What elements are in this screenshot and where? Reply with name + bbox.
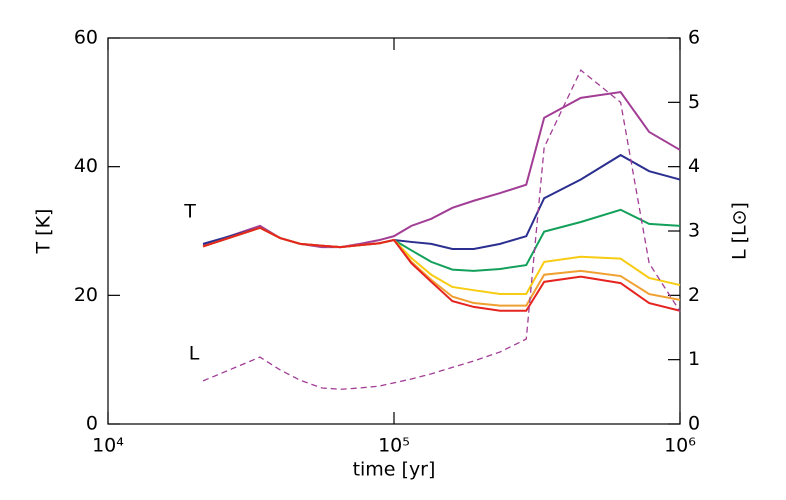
x-tick-label: 10⁴ [92,435,124,457]
y-tick-label: 40 [74,155,98,177]
y-tick-label: 0 [86,413,98,435]
y2-tick-label: 1 [688,348,700,370]
y2-tick-label: 4 [688,155,700,177]
y2-tick-label: 5 [688,91,700,113]
y2-tick-label: 6 [688,27,700,49]
annotation: L [189,343,200,365]
y2-axis-label: L [L⊙] [729,202,751,260]
series-line [202,226,681,307]
series-line [202,69,681,390]
series-line [202,208,681,272]
series-line [202,90,681,249]
x-axis-label: time [yr] [353,459,436,481]
annotation: T [183,201,196,223]
x-tick-label: 10⁶ [664,435,696,457]
y-axis-label: T [K] [33,209,55,255]
y-tick-label: 60 [74,27,98,49]
y2-tick-label: 2 [688,284,700,306]
series-line [202,226,681,312]
series-line [202,226,681,296]
x-tick-label: 10⁵ [378,435,410,457]
y2-tick-label: 0 [688,413,700,435]
y-tick-label: 20 [74,284,98,306]
y2-tick-label: 3 [688,220,700,242]
